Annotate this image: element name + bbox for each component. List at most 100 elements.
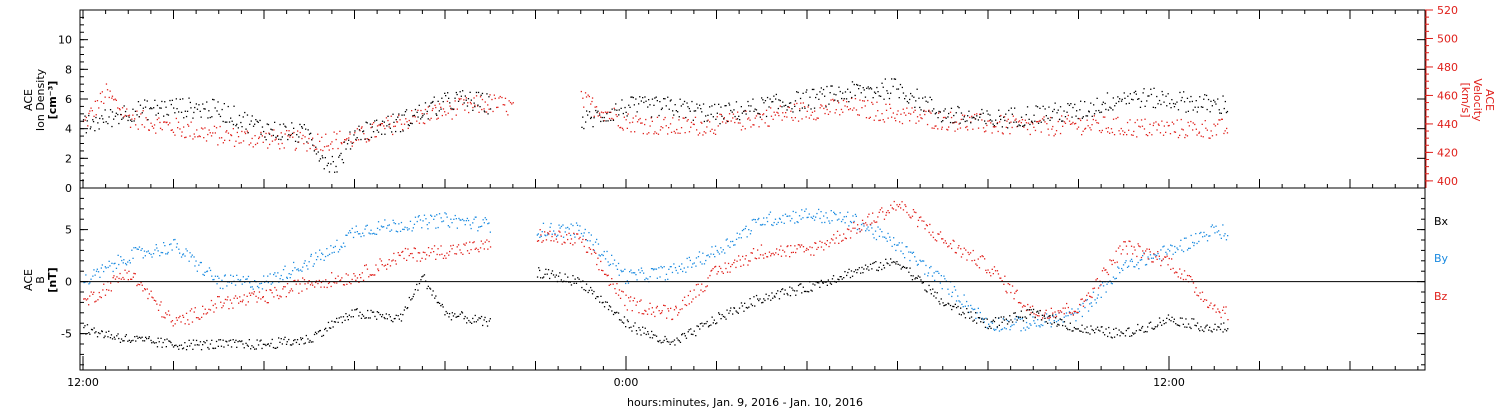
by-point-575 — [856, 228, 859, 231]
density-point-561 — [883, 98, 885, 100]
velocity-point-149 — [271, 140, 274, 142]
bz-point-28 — [118, 277, 120, 280]
by-point-714 — [1033, 320, 1035, 322]
by-point-139 — [259, 283, 261, 285]
density-point-547 — [866, 87, 868, 89]
top-left-ylabel-line2: Ion Density — [34, 68, 47, 131]
velocity-point-366 — [613, 107, 615, 109]
bz-point-775 — [1110, 260, 1113, 262]
by-point-224 — [366, 224, 368, 226]
by-point-350 — [572, 224, 574, 227]
bz-point-446 — [693, 289, 695, 291]
bz-point-764 — [1096, 278, 1098, 280]
velocity-point-52 — [148, 129, 150, 131]
bx-point-399 — [634, 322, 636, 324]
bx-point-682 — [992, 319, 994, 321]
bz-point-391 — [624, 304, 626, 307]
bx-point-384 — [614, 312, 617, 314]
velocity-point-330 — [501, 96, 503, 99]
velocity-point-260 — [412, 115, 414, 118]
bx-point-101 — [211, 339, 213, 341]
bx-point-92 — [199, 341, 202, 343]
velocity-point-324 — [493, 94, 495, 96]
velocity-point-11 — [96, 100, 99, 102]
bx-point-279 — [436, 301, 438, 304]
density-point-192 — [326, 164, 328, 167]
density-point-626 — [966, 120, 968, 122]
bx-point-227 — [370, 309, 372, 312]
by-point-186 — [319, 249, 321, 251]
velocity-point-663 — [990, 122, 992, 124]
velocity-point-194 — [328, 149, 330, 151]
density-point-650 — [996, 122, 998, 125]
bx-point-156 — [280, 338, 282, 340]
velocity-point-148 — [270, 135, 273, 137]
bx-point-761 — [1092, 329, 1095, 332]
bx-point-716 — [1036, 311, 1038, 313]
density-point-49 — [144, 106, 147, 108]
bx-point-616 — [909, 267, 911, 269]
velocity-point-177 — [307, 142, 309, 144]
bz-point-854 — [1210, 302, 1212, 304]
bz-point-107 — [218, 296, 220, 298]
density-point-221 — [362, 130, 365, 132]
top-right-ylabel-line1: ACE — [1483, 89, 1496, 111]
by-point-291 — [451, 222, 453, 224]
bx-point-414 — [652, 334, 655, 336]
density-point-197 — [332, 161, 334, 163]
bx-point-118 — [232, 339, 234, 341]
by-point-702 — [1017, 317, 1020, 319]
density-point-699 — [1059, 118, 1061, 120]
bx-point-637 — [935, 297, 937, 299]
velocity-point-176 — [306, 150, 308, 152]
by-point-858 — [1215, 225, 1217, 227]
velocity-point-786 — [1145, 134, 1147, 136]
bz-point-432 — [675, 307, 677, 309]
velocity-point-158 — [283, 147, 285, 149]
velocity-point-285 — [444, 111, 446, 113]
density-point-251 — [401, 114, 403, 116]
bz-point-603 — [892, 208, 895, 210]
bz-point-568 — [848, 228, 850, 231]
by-point-678 — [988, 323, 990, 325]
density-point-513 — [822, 88, 825, 91]
velocity-point-280 — [437, 117, 439, 119]
bx-point-478 — [733, 307, 736, 309]
bz-point-223 — [365, 264, 367, 266]
velocity-point-785 — [1144, 118, 1146, 120]
density-point-118 — [232, 123, 235, 126]
bz-point-703 — [1019, 301, 1021, 304]
bz-point-273 — [428, 255, 430, 257]
by-point-488 — [746, 236, 748, 238]
density-point-430 — [718, 103, 720, 105]
velocity-point-501 — [785, 112, 787, 114]
bz-point-8 — [93, 291, 95, 293]
by-point-359 — [583, 232, 585, 234]
bz-point-464 — [716, 273, 718, 275]
density-point-362 — [631, 96, 633, 98]
bz-point-687 — [999, 277, 1001, 279]
velocity-point-171 — [299, 131, 301, 134]
density-point-261 — [413, 114, 416, 117]
bx-point-773 — [1108, 326, 1110, 329]
velocity-point-603 — [914, 109, 916, 111]
bx-point-50 — [146, 338, 148, 340]
density-point-176 — [306, 141, 308, 143]
bz-point-511 — [776, 248, 778, 250]
velocity-point-375 — [625, 119, 627, 121]
density-point-522 — [834, 99, 836, 101]
by-point-342 — [562, 224, 564, 226]
velocity-point-395 — [650, 117, 652, 119]
bz-point-704 — [1020, 302, 1022, 304]
velocity-point-541 — [835, 109, 837, 111]
bz-point-736 — [1060, 311, 1063, 313]
bz-point-576 — [858, 228, 861, 230]
density-point-818 — [1209, 111, 1211, 113]
bx-point-149 — [271, 338, 273, 341]
by-point-346 — [567, 226, 569, 229]
by-point-412 — [650, 268, 653, 270]
density-point-390 — [667, 96, 669, 98]
density-point-700 — [1059, 106, 1062, 108]
density-point-14 — [101, 115, 103, 117]
velocity-point-839 — [1213, 123, 1215, 125]
